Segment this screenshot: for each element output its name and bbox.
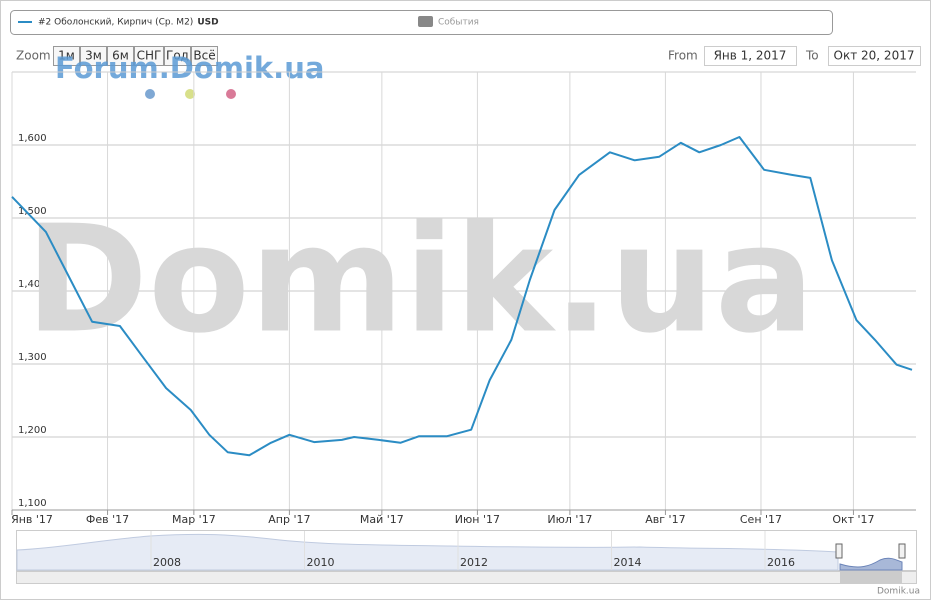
dot [145, 89, 155, 99]
x-tick-label: Авг '17 [645, 513, 685, 526]
zoom-button-label[interactable]: СНГ [137, 49, 162, 63]
x-tick-label: Июл '17 [547, 513, 592, 526]
watermark-small: Forum.Domik.ua [55, 51, 324, 85]
y-tick-label: 1,400 [18, 279, 47, 290]
zoom-button[interactable] [80, 46, 107, 66]
y-tick-label: 1,200 [18, 425, 47, 436]
zoom-button-label[interactable]: Год [166, 49, 189, 63]
navigator-year: 2010 [307, 556, 335, 569]
navigator-handle[interactable] [898, 543, 906, 559]
data-line [11, 136, 913, 457]
zoom-button-label[interactable]: 6м [112, 49, 129, 63]
dot [185, 89, 195, 99]
zoom-button[interactable] [107, 46, 134, 66]
x-tick-label: Окт '17 [832, 513, 874, 526]
navigator-area [16, 533, 839, 571]
navigator-year: 2008 [153, 556, 181, 569]
from-label: From [668, 49, 698, 63]
x-tick-label: Июн '17 [455, 513, 500, 526]
legend-label[interactable]: #2 Оболонский, Кирпич (Ср. М2) [38, 18, 193, 28]
to-label: To [805, 49, 819, 63]
y-tick-label: 1,500 [18, 206, 47, 217]
navigator-year: 2014 [614, 556, 642, 569]
scrollbar-thumb[interactable] [840, 572, 902, 583]
zoom-button[interactable] [191, 46, 218, 66]
zoom-label: Zoom [16, 49, 51, 63]
x-tick-label: Апр '17 [268, 513, 310, 526]
from-input[interactable] [704, 46, 797, 66]
from-value[interactable]: Янв 1, 2017 [714, 49, 787, 63]
scrollbar[interactable] [16, 571, 917, 584]
navigator-year: 2012 [460, 556, 488, 569]
x-tick-label: Сен '17 [740, 513, 782, 526]
zoom-button-label[interactable]: 1м [58, 49, 75, 63]
dot [226, 89, 236, 99]
watermark-big: Domik.ua [25, 194, 814, 366]
x-tick-label: Янв '17 [11, 513, 53, 526]
x-tick-label: Фев '17 [86, 513, 129, 526]
credits[interactable]: Domik.ua [877, 587, 920, 597]
zoom-button-label[interactable]: 3м [85, 49, 102, 63]
to-value[interactable]: Окт 20, 2017 [834, 49, 915, 63]
y-tick-label: 1,600 [18, 133, 47, 144]
y-tick-label: 1,100 [18, 498, 47, 509]
to-input[interactable] [828, 46, 921, 66]
zoom-button[interactable] [53, 46, 80, 66]
legend-label[interactable]: События [438, 18, 479, 28]
legend-swatch [418, 16, 433, 27]
zoom-button[interactable] [164, 46, 191, 66]
x-tick-label: Май '17 [360, 513, 404, 526]
legend-unit: USD [197, 18, 218, 28]
zoom-button-label[interactable]: Всё [193, 49, 215, 63]
navigator-selection [839, 557, 903, 571]
zoom-button[interactable] [134, 46, 164, 66]
navigator-year: 2016 [767, 556, 795, 569]
navigator-handle[interactable] [835, 543, 843, 559]
x-tick-label: Мар '17 [172, 513, 216, 526]
y-tick-label: 1,300 [18, 352, 47, 363]
